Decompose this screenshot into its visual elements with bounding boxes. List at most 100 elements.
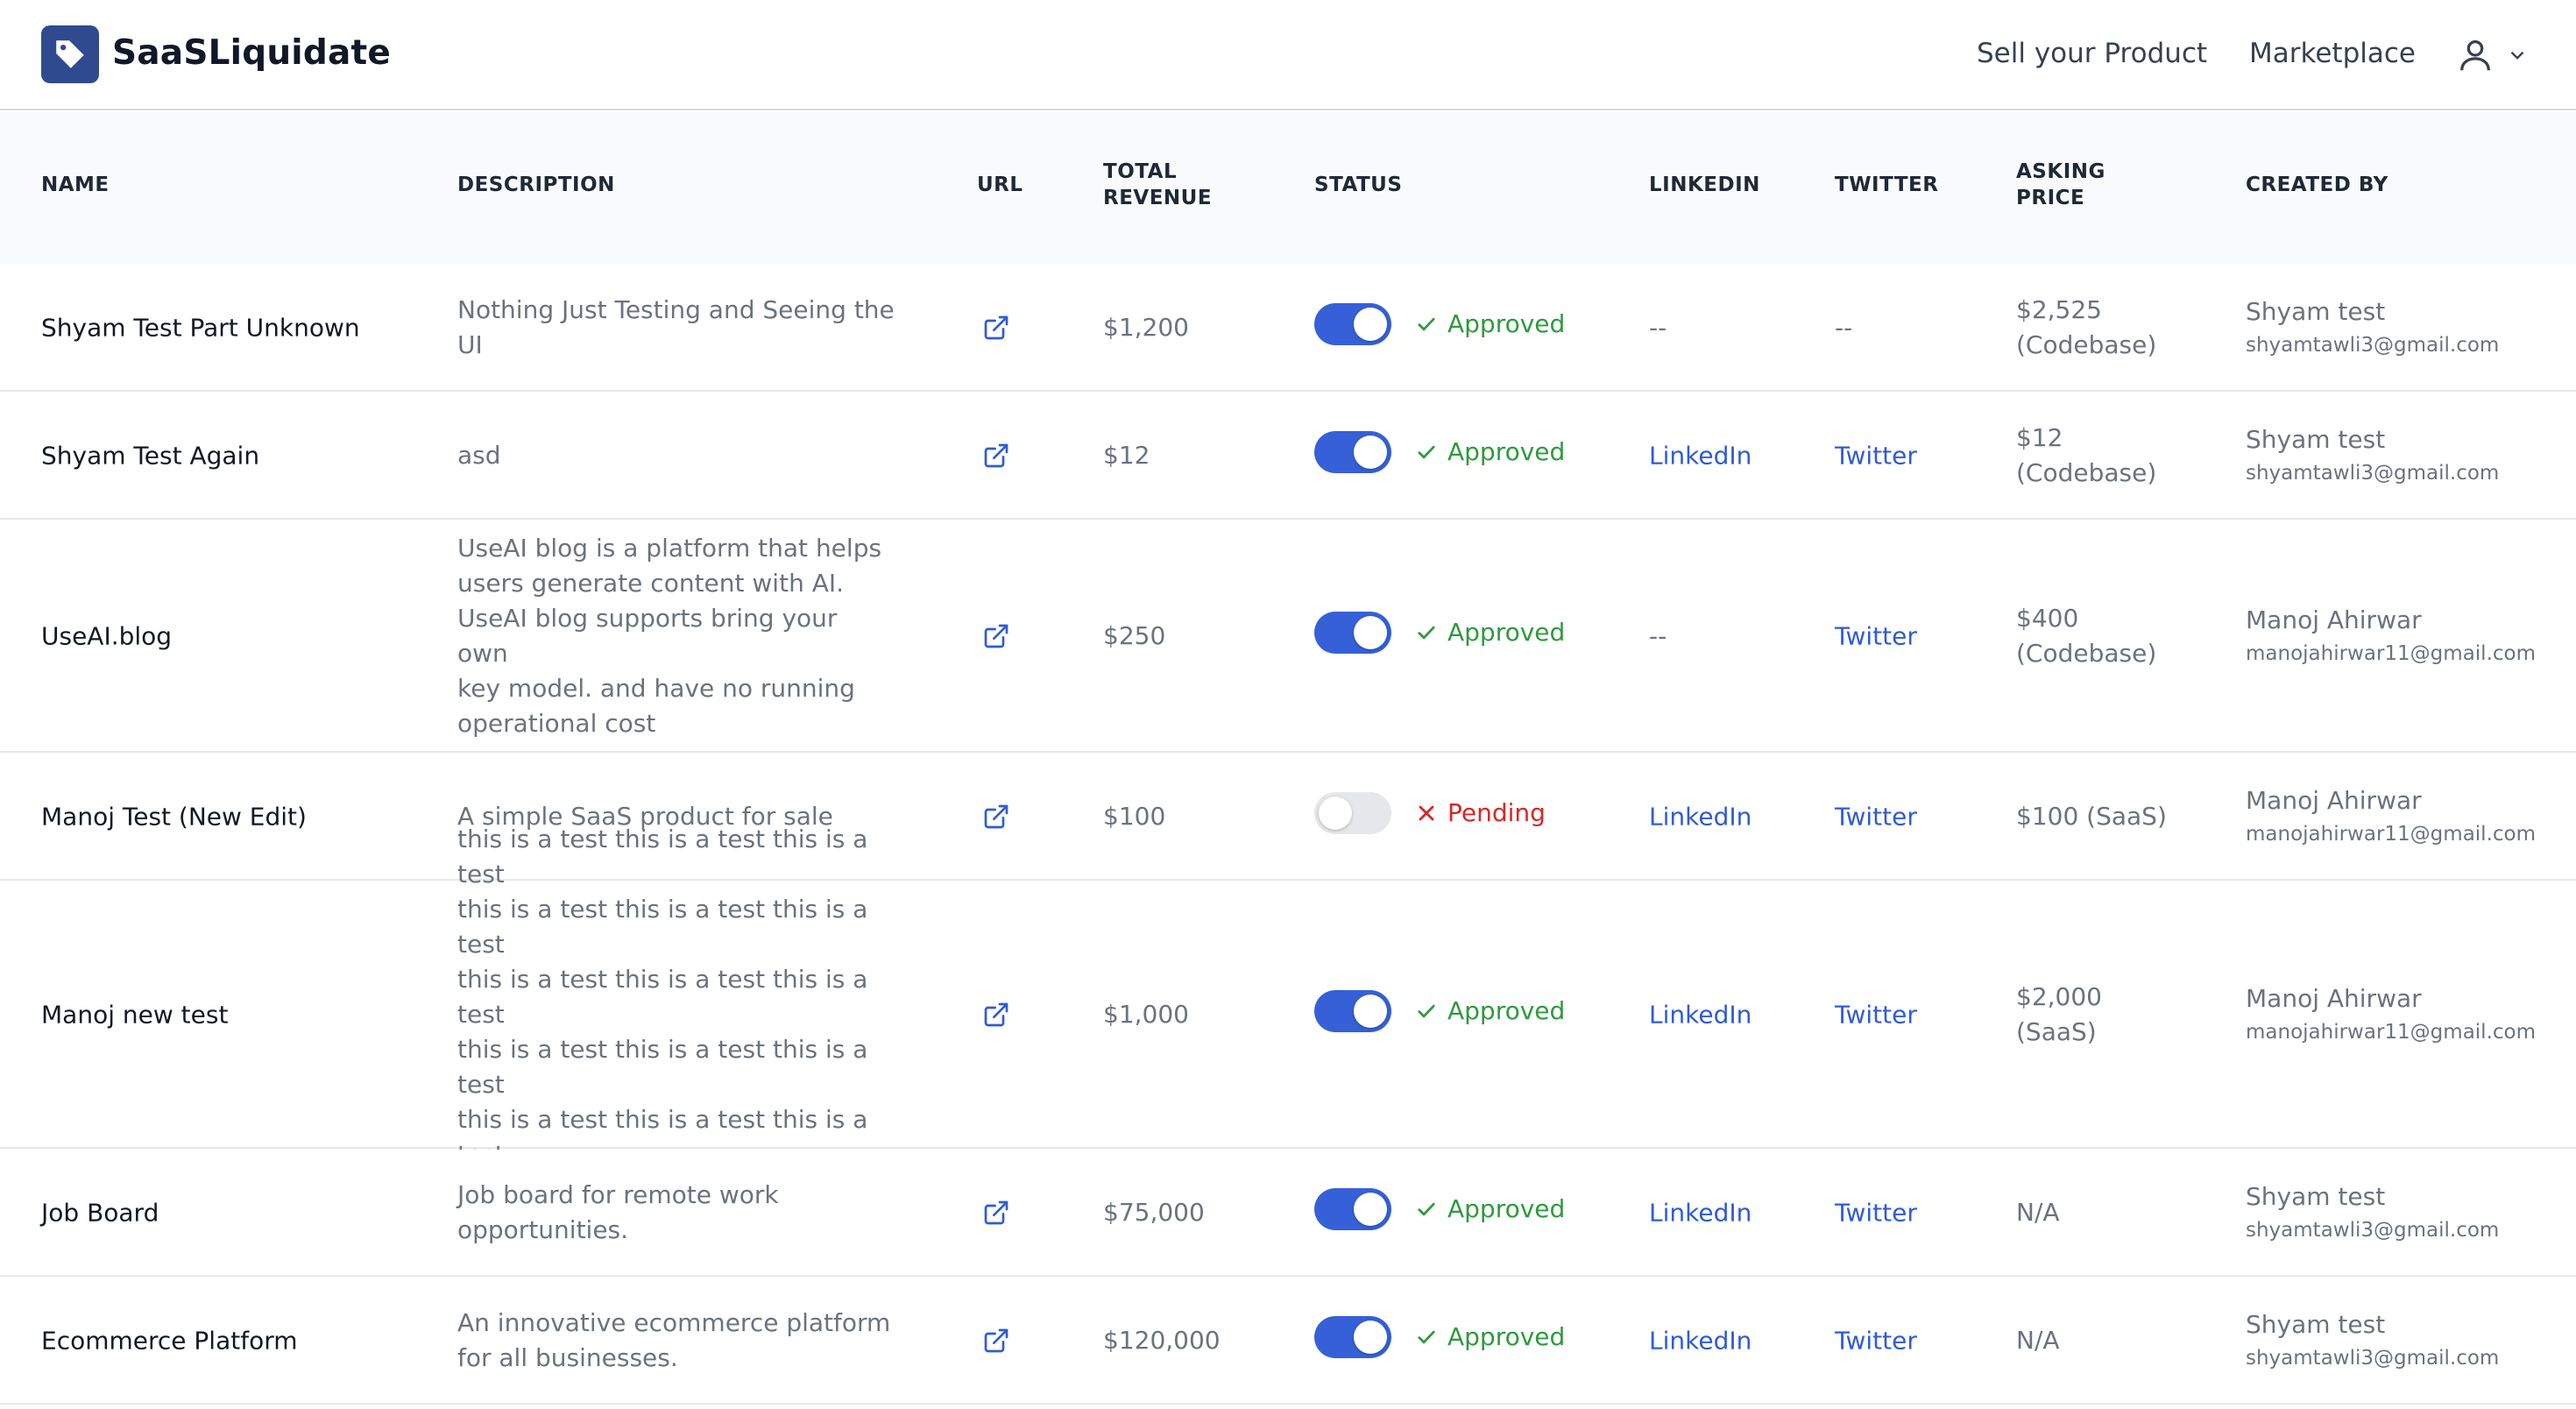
col-status: STATUS <box>1314 173 1403 196</box>
status-badge: Approved <box>1447 1322 1566 1351</box>
twitter-link[interactable]: Twitter <box>1835 1198 1917 1227</box>
col-twitter: TWITTER <box>1835 173 1939 196</box>
toggle-knob <box>1354 994 1387 1028</box>
creator-email: shyamtawli3@gmail.com <box>2246 1346 2500 1370</box>
asking-price-line: $2,525 <box>2016 294 2102 324</box>
check-icon <box>1418 1004 1435 1017</box>
product-name: Ecommerce Platform <box>41 1326 298 1355</box>
table-row: Shyam Test Again asd $12 Approved Linked… <box>0 393 2576 520</box>
status-indicator: Approved <box>1414 1194 1565 1223</box>
creator-email: manojahirwar11@gmail.com <box>2246 822 2536 846</box>
toggle-knob <box>1354 1320 1387 1354</box>
status-cell: Approved <box>1314 989 1565 1032</box>
linkedin-empty: -- <box>1649 621 1667 650</box>
twitter-link[interactable]: Twitter <box>1835 802 1917 831</box>
product-url-link[interactable] <box>982 1199 1010 1227</box>
product-url-link[interactable] <box>982 442 1010 470</box>
status-toggle[interactable] <box>1314 611 1391 654</box>
status-indicator: Approved <box>1414 437 1565 466</box>
product-url-link[interactable] <box>982 314 1010 342</box>
check-icon <box>1418 1202 1435 1215</box>
total-revenue: $1,200 <box>1103 312 1189 342</box>
product-name: Job Board <box>41 1198 159 1227</box>
created-by: Manoj Ahirwar manojahirwar11@gmail.com <box>2246 783 2536 850</box>
check-icon <box>1418 445 1435 458</box>
asking-price-line: N/A <box>2016 1197 2060 1227</box>
table-row: Ecommerce Platform An innovative ecommer… <box>0 1278 2576 1405</box>
linkedin-empty: -- <box>1649 313 1667 342</box>
table-row: Manoj Test (New Edit) A simple SaaS prod… <box>0 754 2576 881</box>
status-cell: Pending <box>1314 791 1546 834</box>
description-line: A simple SaaS product for sale <box>457 801 833 831</box>
product-url-link[interactable] <box>982 803 1010 831</box>
twitter-link[interactable]: Twitter <box>1835 621 1917 650</box>
external-link-icon <box>984 624 1008 648</box>
status-toggle[interactable] <box>1314 989 1391 1032</box>
status-toggle[interactable] <box>1314 1315 1391 1358</box>
product-name: Manoj new test <box>41 1000 229 1029</box>
table-row: Job Board Job board for remote work oppor… <box>0 1150 2576 1277</box>
external-link-icon <box>984 1002 1008 1026</box>
status-cell: Approved <box>1314 1315 1566 1358</box>
created-by: Shyam test shyamtawli3@gmail.com <box>2246 1307 2499 1374</box>
check-icon <box>1418 1330 1435 1343</box>
description-line: this is a test this is a test this is a … <box>457 1034 868 1099</box>
created-by: Shyam test shyamtawli3@gmail.com <box>2246 1179 2499 1246</box>
external-link-icon <box>984 443 1008 467</box>
col-asking-price-line1: ASKING <box>2016 160 2105 183</box>
status-toggle[interactable] <box>1314 430 1391 473</box>
linkedin-link[interactable]: LinkedIn <box>1649 802 1752 831</box>
creator-email: shyamtawli3@gmail.com <box>2246 333 2500 357</box>
product-url-link[interactable] <box>982 1327 1010 1355</box>
linkedin-link[interactable]: LinkedIn <box>1649 1326 1752 1355</box>
status-indicator: Approved <box>1414 996 1565 1025</box>
description-line: this is a test this is a test this is a … <box>457 964 868 1029</box>
status-badge: Approved <box>1447 437 1566 466</box>
asking-price-line: $2,000 <box>2016 981 2102 1011</box>
total-revenue: $75,000 <box>1103 1197 1205 1227</box>
twitter-link[interactable]: Twitter <box>1835 1000 1917 1029</box>
product-url-link[interactable] <box>982 1001 1010 1029</box>
product-name: UseAI.blog <box>41 621 173 650</box>
table-header: NAME DESCRIPTION URL TOTAL REVENUE STATU… <box>0 112 2576 264</box>
asking-price-line: $400 <box>2016 603 2079 633</box>
status-toggle[interactable] <box>1314 1187 1391 1230</box>
created-by: Shyam test shyamtawli3@gmail.com <box>2246 422 2499 489</box>
asking-price-line: $100 (SaaS) <box>2016 801 2167 831</box>
creator-name: Shyam test <box>2246 1309 2386 1339</box>
total-revenue: $250 <box>1103 620 1166 650</box>
external-link-icon <box>984 804 1008 828</box>
description-line: Job board for remote work <box>457 1179 779 1209</box>
status-cell: Approved <box>1314 430 1565 473</box>
created-by: Manoj Ahirwar manojahirwar11@gmail.com <box>2246 981 2536 1048</box>
created-by: Shyam test shyamtawli3@gmail.com <box>2246 294 2499 361</box>
status-badge: Approved <box>1447 618 1566 647</box>
description-line: UseAI blog is a platform that helps <box>457 533 882 563</box>
status-badge: Pending <box>1447 798 1546 827</box>
creator-email: manojahirwar11@gmail.com <box>2246 1020 2536 1044</box>
nav-marketplace[interactable]: Marketplace <box>2249 38 2416 69</box>
brand-name[interactable]: SaaSLiquidate <box>112 33 392 73</box>
linkedin-link[interactable]: LinkedIn <box>1649 1198 1752 1227</box>
check-icon <box>1418 626 1435 639</box>
status-cell: Approved <box>1314 611 1566 654</box>
x-icon <box>1419 805 1434 820</box>
logo[interactable] <box>41 25 99 83</box>
user-menu[interactable] <box>2455 32 2539 79</box>
linkedin-link[interactable]: LinkedIn <box>1649 1000 1752 1029</box>
asking-price-line: (Codebase) <box>2016 638 2157 668</box>
asking-price-line: $12 <box>2016 422 2063 452</box>
product-url-link[interactable] <box>982 622 1010 650</box>
twitter-link[interactable]: Twitter <box>1835 441 1917 470</box>
status-toggle[interactable] <box>1314 302 1391 345</box>
status-toggle[interactable] <box>1314 791 1391 834</box>
nav-sell-product[interactable]: Sell your Product <box>1977 38 2208 69</box>
description-line: key model. and have no running <box>457 673 855 703</box>
description-line: operational cost <box>457 708 656 738</box>
creator-name: Shyam test <box>2246 424 2386 454</box>
chevron-down-icon <box>2510 51 2524 60</box>
asking-price: $2,000 (SaaS) <box>2016 980 2102 1050</box>
twitter-link[interactable]: Twitter <box>1835 1326 1917 1355</box>
linkedin-link[interactable]: LinkedIn <box>1649 441 1752 470</box>
description-line: opportunities. <box>457 1214 629 1244</box>
